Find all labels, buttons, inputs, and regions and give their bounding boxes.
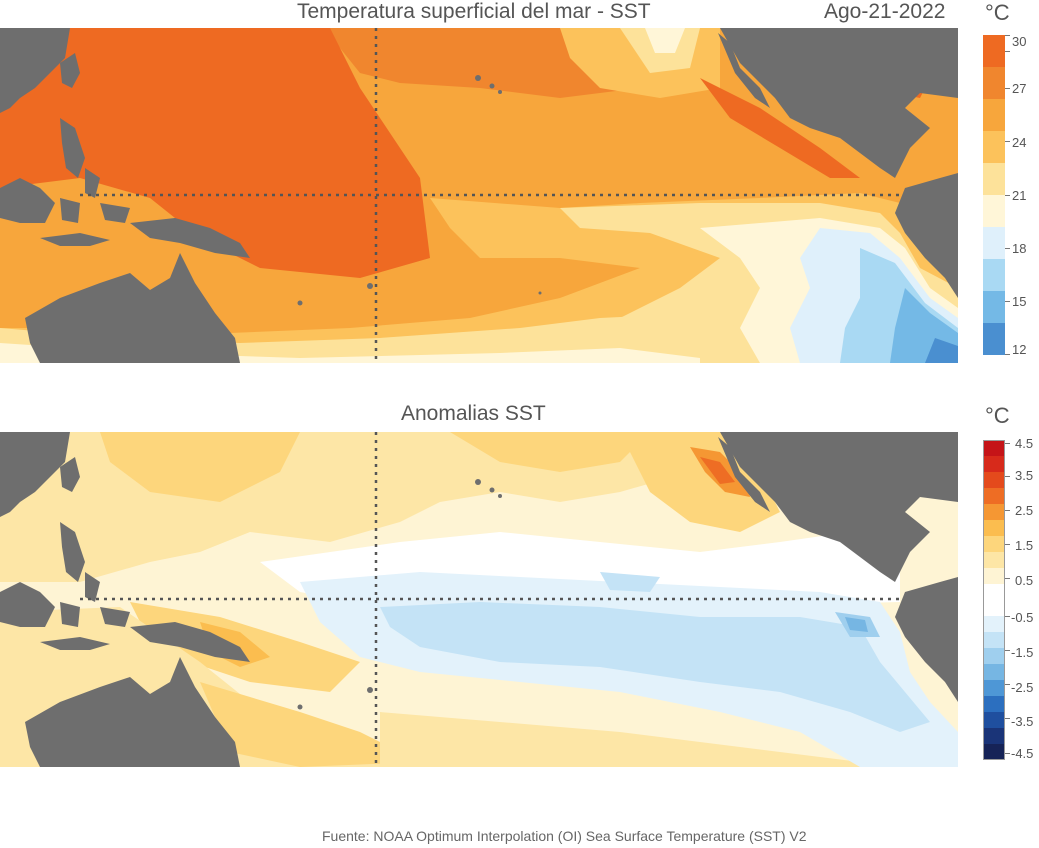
sst-unit-label: °C: [985, 0, 1010, 25]
anomaly-colorbar-label: -2.5: [1011, 680, 1034, 695]
anomaly-colorbar-label: 0.5: [1015, 573, 1034, 588]
sst-colorbar-label: 30: [1012, 34, 1027, 49]
sst-colorbar: [983, 35, 1010, 355]
anomaly-map: [0, 432, 958, 767]
sst-colorbar-label: 24: [1012, 135, 1027, 150]
sst-colorbar-label: 18: [1012, 241, 1027, 256]
anomaly-colorbar-label: -3.5: [1011, 714, 1034, 729]
anomaly-map-graphic: [0, 432, 958, 767]
anomaly-unit-label: °C: [985, 403, 1010, 428]
anomaly-colorbar-label: 4.5: [1015, 436, 1034, 451]
anomaly-title: Anomalias SST: [401, 402, 546, 425]
sst-colorbar-label: 21: [1012, 188, 1027, 203]
sst-map-graphic: [0, 28, 958, 363]
sst-date: Ago-21-2022: [824, 0, 946, 23]
anomaly-colorbar-label: -4.5: [1011, 746, 1034, 761]
anomaly-colorbar-label: 3.5: [1015, 468, 1034, 483]
anomaly-colorbar-label: 2.5: [1015, 503, 1034, 518]
anomaly-colorbar: [983, 440, 1010, 760]
sst-colorbar-label: 27: [1012, 81, 1027, 96]
anomaly-colorbar-label: -0.5: [1011, 610, 1034, 625]
anomaly-colorbar-label: 1.5: [1015, 538, 1034, 553]
sst-colorbar-label: 15: [1012, 294, 1027, 309]
sst-colorbar-label: 12: [1012, 342, 1027, 357]
sst-title: Temperatura superficial del mar - SST: [297, 0, 651, 23]
sst-map: [0, 28, 958, 363]
source-footer: Fuente: NOAA Optimum Interpolation (OI) …: [322, 828, 807, 844]
anomaly-colorbar-label: -1.5: [1011, 645, 1034, 660]
